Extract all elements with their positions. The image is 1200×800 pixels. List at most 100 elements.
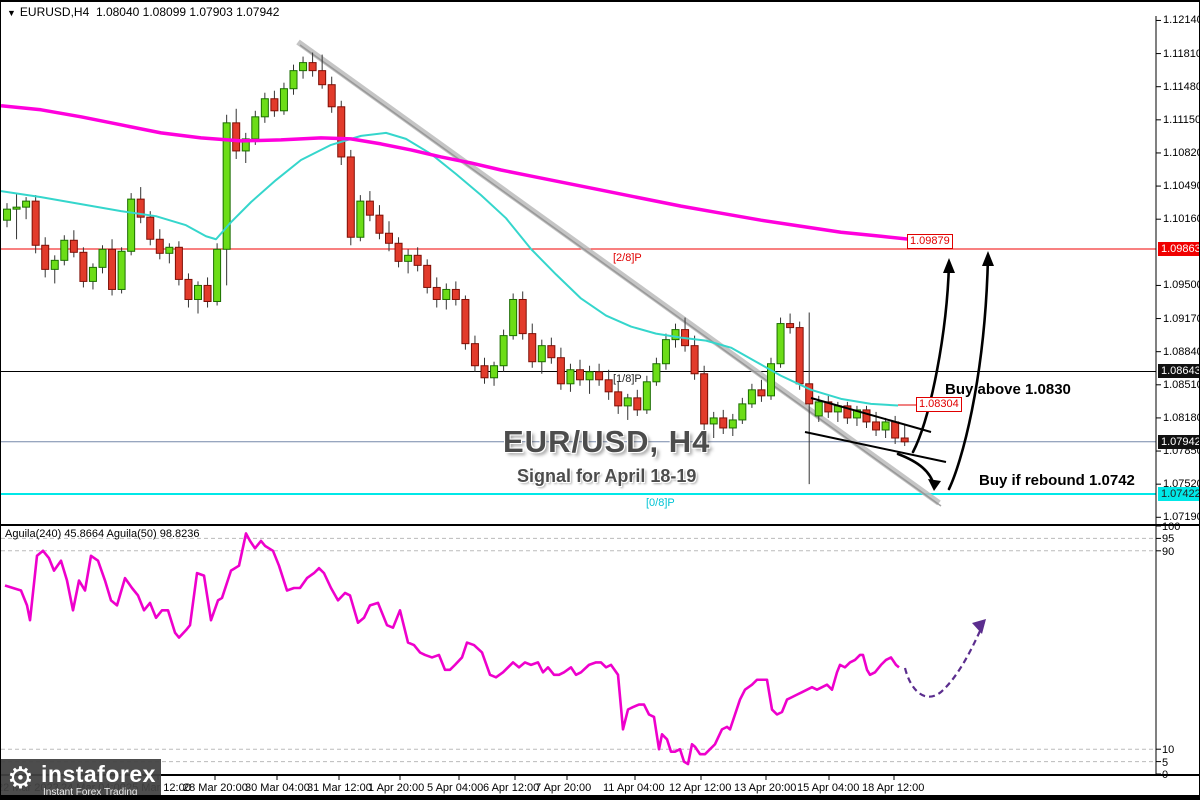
time-tick-label: 12 Apr 12:00 [669,782,732,794]
channel-lower-line[interactable] [804,431,947,463]
price-tick-label: 1.12140 [1163,14,1200,27]
price-tick-label: 1.11480 [1163,80,1200,93]
candle-body [528,333,537,363]
symbol-dropdown-icon[interactable]: ▼ [7,8,16,18]
candle-body [213,248,222,302]
candle-body [556,357,565,385]
price-badge: 1.09863 [1158,242,1199,256]
candle-body [585,371,594,381]
candle-body [900,437,909,443]
time-tick-label: 6 Apr 12:00 [483,782,540,794]
murrey-label-2-8: [2/8]P [613,252,642,264]
candle-body [776,323,785,365]
watermark-signal: Signal for April 18-19 [517,466,697,486]
candle-body [700,373,709,425]
candle-body [270,98,279,112]
indicator-tick-label: 95 [1162,533,1175,546]
candle-body [155,238,164,254]
time-tick-label: 28 Mar 20:00 [183,782,248,794]
candle-body [881,421,890,431]
candle-body [346,156,355,238]
oscillator-line [4,532,900,766]
candle-body [41,244,50,270]
candle-body [872,421,881,431]
trend-line-shadow [299,44,942,507]
price-box-ma-value: 1.08304 [916,397,962,412]
time-tick-label: 11 Apr 04:00 [603,782,665,794]
candle-body [891,421,900,439]
candle-body [60,239,69,261]
candle-body [117,250,126,290]
price-box-upper-target: 1.09879 [907,234,953,249]
candle-body [136,198,145,218]
annotation-arrow-head [928,479,941,491]
candle-body [365,200,374,216]
candle-body [413,254,422,266]
candle-body [260,98,269,118]
price-tick-label: 1.11150 [1163,113,1200,126]
candle-body [50,259,59,270]
symbol-label: EURUSD,H4 [19,5,90,19]
logo-tagline: Instant Forex Trading [43,787,138,798]
candle-body [852,409,861,419]
candle-body [337,106,346,158]
indicator-tick-label: 10 [1162,744,1175,757]
trend-line[interactable] [296,39,941,506]
candle-body [279,88,288,112]
time-tick-label: 13 Apr 20:00 [734,782,797,794]
candle-body [566,369,575,385]
candle-body [88,266,97,282]
candle-body [747,389,756,405]
oscillator-forecast-arrow [903,621,986,698]
candle-body [633,397,642,411]
candle-body [394,242,403,262]
time-tick-label: 1 Apr 20:00 [368,782,425,794]
candle-body [709,417,718,425]
indicator-tick-label: 100 [1162,521,1181,533]
candle-body [232,122,241,152]
price-badge: 1.07942 [1158,434,1199,449]
buy-above-annotation: Buy above 1.0830 [945,381,1071,398]
time-tick-label: 15 Apr 04:00 [797,782,860,794]
candle-body [423,264,432,288]
candle-body [451,288,460,300]
candle-body [404,254,413,262]
price-badge: 1.07422 [1158,487,1199,501]
main-pane [1,39,1156,507]
candle-body [576,369,584,381]
indicator-tick-label: 90 [1162,545,1175,558]
indicator-tick-label: 5 [1162,756,1169,769]
candle-body [222,122,231,250]
indicator-pane [1,532,1156,766]
candle-body [757,389,766,397]
candle-body [547,345,556,359]
murrey-label-0-8: [0/8]P [646,497,675,509]
candle-body [537,345,546,363]
candle-body [251,116,260,140]
annotation-arrow [911,262,951,454]
time-tick-label: 18 Apr 12:00 [862,782,925,794]
murrey-label-1-8: [1/8]P [613,373,642,385]
chart-title: ▼ EURUSD,H4 1.08040 1.08099 1.07903 1.079… [7,5,279,19]
candle-body [98,248,107,268]
annotation-arrow-head [943,258,955,273]
channel-upper-line[interactable] [810,397,932,433]
candle-body [719,417,728,429]
candle-body [690,345,699,375]
candle-body [442,288,451,300]
candle-body [79,251,88,282]
candle-body [127,198,136,252]
candle-body [470,343,479,367]
candle-body [642,381,651,411]
gear-icon: ⚙ [7,762,34,795]
candle-body [671,329,680,341]
candle-body [432,286,441,300]
candle-body [22,200,31,208]
ohlc-values: 1.08040 1.08099 1.07903 1.07942 [95,5,280,19]
time-tick-label: 30 Mar 04:00 [245,782,310,794]
candle-body [174,246,183,280]
candle-body [31,200,40,246]
time-tick-label: 7 Apr 20:00 [535,782,592,794]
broker-logo: ⚙ instaforex Instant Forex Trading [1,759,161,798]
